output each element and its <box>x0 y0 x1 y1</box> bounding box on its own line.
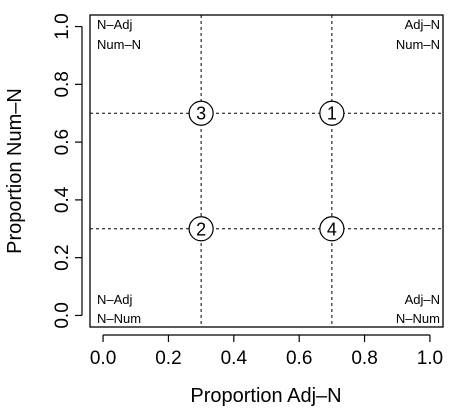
point-4: 4 <box>319 216 345 242</box>
point-label-3: 3 <box>196 104 206 124</box>
point-marker-4 <box>319 216 345 242</box>
y-tick-label-1: 0.2 <box>52 244 73 270</box>
point-3: 3 <box>188 100 214 126</box>
x-tick-label-5: 1.0 <box>417 348 443 369</box>
point-marker-3 <box>188 100 214 126</box>
svg-text:Num–N: Num–N <box>396 37 440 52</box>
plot-frame <box>89 14 444 328</box>
x-tick-label-1: 0.2 <box>155 348 181 369</box>
point-marker-2 <box>188 216 214 242</box>
x-tick-label-3: 0.6 <box>286 348 312 369</box>
svg-text:Num–N: Num–N <box>97 37 141 52</box>
y-tick-label-3: 0.6 <box>52 129 73 155</box>
svg-text:N–Num: N–Num <box>396 311 440 326</box>
corner-label-top-right: Adj–N Num–N <box>396 17 440 52</box>
point-marker-1 <box>319 100 345 126</box>
svg-text:Adj–N: Adj–N <box>405 17 440 32</box>
reference-lines <box>90 15 443 327</box>
point-1: 1 <box>319 100 345 126</box>
y-tick-label-2: 0.4 <box>52 186 73 213</box>
x-axis: 0.0 0.2 0.4 0.6 0.8 1.0 <box>90 334 443 369</box>
point-label-4: 4 <box>327 219 337 239</box>
point-2: 2 <box>188 216 214 242</box>
svg-text:N–Adj: N–Adj <box>97 292 133 307</box>
x-tick-label-0: 0.0 <box>90 348 116 369</box>
y-tick-label-0: 0.0 <box>52 302 73 328</box>
point-label-2: 2 <box>196 219 206 239</box>
x-axis-title: Proportion Adj–N <box>190 385 341 407</box>
x-tick-label-2: 0.4 <box>221 348 248 369</box>
point-label-1: 1 <box>327 104 337 124</box>
y-axis: 0.0 0.2 0.4 0.6 0.8 1.0 <box>52 13 83 329</box>
y-axis-title: Proportion Num–N <box>4 88 26 254</box>
corner-label-bottom-left: N–Adj N–Num <box>97 292 141 326</box>
svg-text:N–Num: N–Num <box>97 311 141 326</box>
x-tick-label-4: 0.8 <box>351 348 377 369</box>
corner-label-bottom-right: Adj–N N–Num <box>396 292 440 326</box>
y-tick-label-5: 1.0 <box>52 13 73 39</box>
svg-text:Adj–N: Adj–N <box>405 292 440 307</box>
points: 1 2 3 4 <box>188 100 345 242</box>
svg-text:N–Adj: N–Adj <box>97 17 133 32</box>
corner-label-top-left: N–Adj Num–N <box>97 17 141 52</box>
y-tick-label-4: 0.8 <box>52 71 73 97</box>
